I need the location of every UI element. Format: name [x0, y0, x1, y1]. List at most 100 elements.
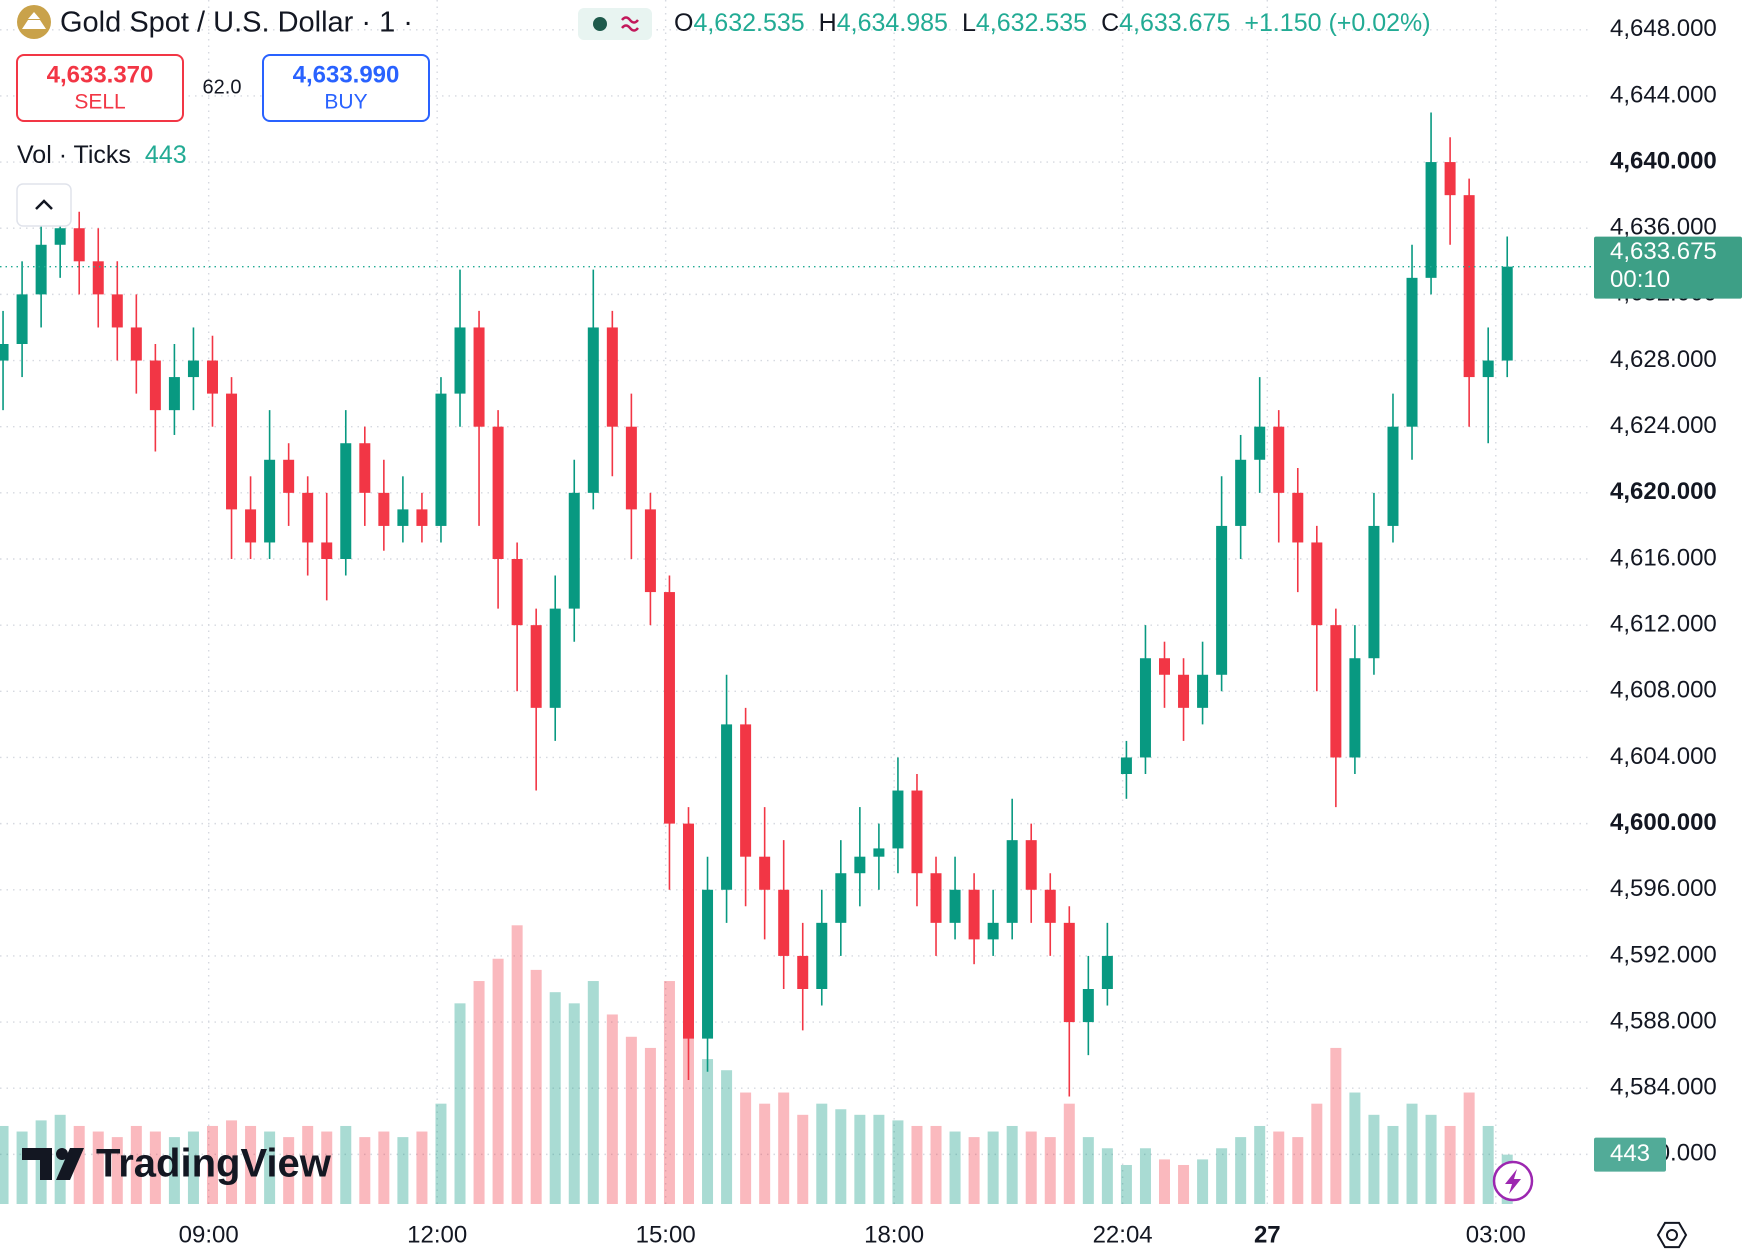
brand-mark [22, 1148, 84, 1180]
y-tick-label: 4,592.000 [1610, 941, 1717, 968]
candle-body [1311, 542, 1323, 626]
candle-body [530, 625, 542, 708]
volume-bar [302, 1125, 314, 1204]
candle-body [873, 848, 885, 857]
volume-bar [625, 1036, 637, 1204]
x-tick-label: 27 [1254, 1221, 1281, 1248]
ohlc-key: L [962, 9, 976, 37]
volume-bar [949, 1131, 961, 1204]
volume-bar [206, 1125, 218, 1204]
x-tick-label: 15:00 [636, 1221, 696, 1248]
candle-body [1178, 674, 1190, 708]
candle-body [1501, 266, 1513, 361]
candle-body [911, 790, 923, 874]
candle-body [682, 823, 694, 1039]
x-tick-label: 18:00 [864, 1221, 924, 1248]
volume-bar [549, 992, 561, 1204]
candle-body [245, 509, 257, 543]
volume-bar [111, 1137, 123, 1204]
spread: 62.0 [203, 76, 242, 98]
candle-body [54, 228, 66, 245]
candle-body [1082, 989, 1094, 1023]
candle-body [168, 377, 180, 411]
volume-bar [416, 1131, 428, 1204]
collapse-button[interactable] [16, 183, 72, 227]
volume-bar [187, 1131, 199, 1204]
candle-body [92, 261, 104, 295]
x-tick-label: 22:04 [1093, 1221, 1153, 1248]
volume-bar [1482, 1125, 1494, 1204]
y-tick-label: 4,612.000 [1610, 610, 1717, 637]
volume-bar [663, 981, 675, 1204]
candle-body [1406, 277, 1418, 427]
volume-pane [0, 925, 1513, 1204]
candle-body [1482, 360, 1494, 378]
volume-bar [340, 1125, 352, 1204]
volume-bar [321, 1131, 333, 1204]
volume-bar [816, 1103, 828, 1204]
volume-bar [778, 1092, 790, 1204]
volume-bar [264, 1131, 276, 1204]
volume-bar [587, 981, 599, 1204]
candle-body [1235, 459, 1247, 526]
volume-bar [1463, 1092, 1475, 1204]
ohlc-legend: O4,632.535 H4,634.985 L4,632.535 C4,633.675… [674, 9, 1431, 37]
volume-bar [1063, 1103, 1075, 1204]
volume-bar [1254, 1125, 1266, 1204]
volume-bar [1406, 1103, 1418, 1204]
settings-button[interactable] [1656, 1221, 1688, 1249]
last-price-label: 4,633.675 [1610, 238, 1717, 265]
volume-bar [606, 1014, 618, 1204]
volume-bar [1368, 1114, 1380, 1204]
candle-body [1368, 525, 1380, 659]
volume-bar [854, 1114, 866, 1204]
y-tick-label: 4,644.000 [1610, 81, 1717, 108]
volume-legend-title: Vol · Ticks [17, 141, 131, 169]
volume-bar [511, 925, 523, 1204]
candle-body [625, 426, 637, 510]
market-status-dot [593, 17, 607, 31]
ohlc-key: H [819, 9, 837, 37]
volume-bar [1101, 1148, 1113, 1204]
volume-bar [378, 1131, 390, 1204]
volume-bar [644, 1047, 656, 1204]
volume-bar [454, 1003, 466, 1204]
volume-bar [1120, 1164, 1132, 1204]
volume-bar [149, 1131, 161, 1204]
candle-body [416, 509, 428, 526]
candle-body [492, 426, 504, 559]
candle-body [149, 360, 161, 411]
volume-bar [1330, 1047, 1342, 1204]
x-tick-label: 03:00 [1466, 1221, 1526, 1248]
candle-body [1139, 658, 1151, 758]
volume-bar [1444, 1125, 1456, 1204]
status-pill[interactable] [578, 8, 652, 40]
volume-bar [1387, 1125, 1399, 1204]
candle-body [264, 459, 276, 543]
volume-bar [1044, 1137, 1056, 1204]
volume-bar [73, 1125, 85, 1204]
volume-bar [397, 1137, 409, 1204]
volume-bar [492, 958, 504, 1204]
y-tick-label: 4,628.000 [1610, 346, 1717, 373]
volume-bar [16, 1131, 28, 1204]
ohlc-value: 4,632.535 [693, 9, 804, 37]
candle-body [1387, 426, 1399, 526]
ohlc-key: C [1101, 9, 1119, 37]
y-tick-label: 4,648.000 [1610, 15, 1717, 42]
buy-button[interactable] [262, 54, 430, 122]
y-tick-label: 4,584.000 [1610, 1074, 1717, 1101]
candle-body [473, 327, 485, 427]
settings-icon-center [1666, 1229, 1678, 1241]
volume-bar [702, 1059, 714, 1204]
brand-name: TradingView [96, 1142, 332, 1186]
volume-bar [245, 1125, 257, 1204]
ohlc-change: +1.150 (+0.02%) [1244, 9, 1430, 37]
sell-button[interactable] [16, 54, 184, 122]
volume-bar [797, 1114, 809, 1204]
volume-bar [1349, 1092, 1361, 1204]
candle-body [35, 244, 47, 295]
brand-logo: TradingView [22, 1142, 332, 1186]
volume-bar [92, 1131, 104, 1204]
